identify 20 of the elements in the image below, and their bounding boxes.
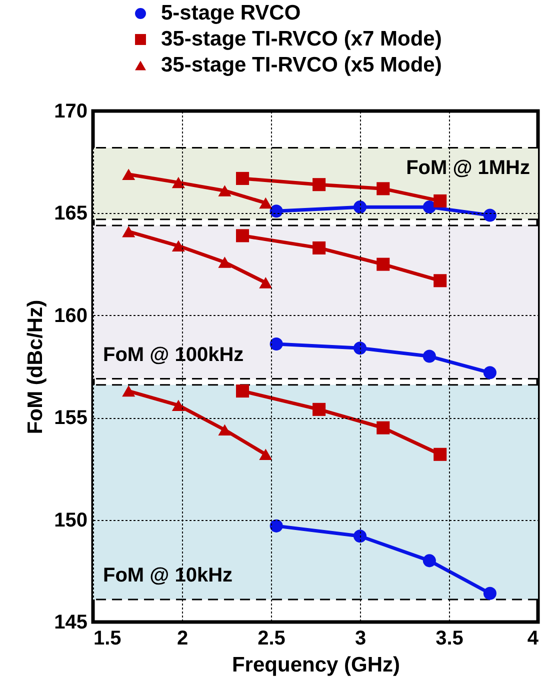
x-tick-label: 3.5	[436, 628, 464, 650]
legend-label: 35-stage TI-RVCO (x7 Mode)	[161, 28, 442, 50]
y-axis-title: FoM (dBc/Hz)	[24, 300, 48, 434]
y-tick-label: 145	[54, 612, 88, 634]
y-tick-label: 165	[54, 202, 88, 225]
band-label: FoM @ 1MHz	[406, 156, 530, 179]
y-tick-label: 155	[54, 407, 88, 430]
x-tick-label: 3	[354, 628, 366, 650]
x-axis-title: Frequency (GHz)	[232, 654, 400, 676]
x-tick-label: 2.5	[258, 628, 286, 650]
x-tick-label: 4	[527, 628, 540, 650]
band-label: FoM @ 100kHz	[103, 344, 244, 366]
x-tick-label: 2	[176, 628, 188, 650]
band-label: FoM @ 10kHz	[103, 564, 233, 587]
y-tick-label: 150	[54, 509, 88, 532]
y-tick-label: 170	[54, 100, 88, 122]
legend-label: 5-stage RVCO	[161, 2, 301, 24]
x-tick-label: 1.5	[94, 628, 122, 650]
legend-label: 35-stage TI-RVCO (x5 Mode)	[161, 54, 442, 76]
y-tick-label: 160	[54, 304, 88, 327]
